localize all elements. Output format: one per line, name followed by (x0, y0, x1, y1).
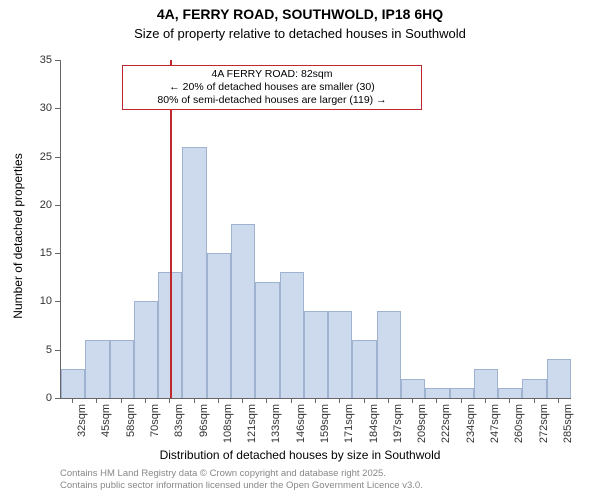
ytick-label: 20 (0, 199, 52, 211)
xtick-label: 96sqm (198, 404, 210, 437)
xtick-mark (194, 398, 195, 403)
bar (522, 379, 546, 398)
bar (425, 388, 449, 398)
bar (304, 311, 328, 398)
ytick-label: 30 (0, 102, 52, 114)
ytick-mark (55, 157, 60, 158)
xtick-mark (509, 398, 510, 403)
bar (474, 369, 498, 398)
xtick-mark (72, 398, 73, 403)
xtick-mark (485, 398, 486, 403)
xtick-label: 146sqm (295, 404, 307, 443)
xtick-mark (558, 398, 559, 403)
title-line2: Size of property relative to detached ho… (0, 26, 600, 41)
xtick-label: 32sqm (76, 404, 88, 437)
x-axis-label: Distribution of detached houses by size … (0, 448, 600, 462)
xtick-label: 83sqm (173, 404, 185, 437)
xtick-label: 45sqm (100, 404, 112, 437)
xtick-label: 108sqm (222, 404, 234, 443)
xtick-mark (315, 398, 316, 403)
xtick-mark (291, 398, 292, 403)
ytick-mark (55, 350, 60, 351)
xtick-mark (242, 398, 243, 403)
bar (352, 340, 376, 398)
xtick-label: 159sqm (319, 404, 331, 443)
xtick-mark (388, 398, 389, 403)
ytick-label: 25 (0, 151, 52, 163)
bar (280, 272, 304, 398)
xtick-label: 121sqm (246, 404, 258, 443)
xtick-label: 222sqm (440, 404, 452, 443)
ytick-mark (55, 60, 60, 61)
xtick-label: 197sqm (392, 404, 404, 443)
annotation-line: 80% of semi-detached houses are larger (… (127, 94, 417, 107)
xtick-mark (145, 398, 146, 403)
xtick-mark (96, 398, 97, 403)
annotation-line: 4A FERRY ROAD: 82sqm (127, 68, 417, 81)
xtick-label: 133sqm (270, 404, 282, 443)
ytick-mark (55, 301, 60, 302)
bar (547, 359, 571, 398)
ytick-mark (55, 205, 60, 206)
xtick-mark (436, 398, 437, 403)
bar (85, 340, 109, 398)
xtick-mark (218, 398, 219, 403)
bar (134, 301, 158, 398)
title-line1: 4A, FERRY ROAD, SOUTHWOLD, IP18 6HQ (0, 6, 600, 22)
bar (182, 147, 206, 398)
xtick-label: 171sqm (343, 404, 355, 443)
bar (255, 282, 279, 398)
bar (231, 224, 255, 398)
bar (498, 388, 522, 398)
y-axis-label: Number of detached properties (11, 126, 25, 346)
attribution: Contains HM Land Registry data © Crown c… (60, 468, 423, 492)
bar (328, 311, 352, 398)
xtick-label: 70sqm (149, 404, 161, 437)
xtick-label: 58sqm (125, 404, 137, 437)
annotation-box: 4A FERRY ROAD: 82sqm← 20% of detached ho… (122, 65, 422, 110)
xtick-mark (169, 398, 170, 403)
ytick-mark (55, 398, 60, 399)
bar (450, 388, 474, 398)
attribution-line: Contains public sector information licen… (60, 480, 423, 492)
bar (61, 369, 85, 398)
bar (377, 311, 401, 398)
plot-area (60, 60, 571, 399)
bar (207, 253, 231, 398)
xtick-mark (461, 398, 462, 403)
xtick-mark (364, 398, 365, 403)
xtick-mark (339, 398, 340, 403)
ytick-label: 35 (0, 54, 52, 66)
xtick-mark (121, 398, 122, 403)
reference-line (170, 60, 172, 398)
xtick-label: 272sqm (538, 404, 550, 443)
xtick-label: 209sqm (416, 404, 428, 443)
xtick-label: 184sqm (368, 404, 380, 443)
xtick-label: 260sqm (513, 404, 525, 443)
ytick-label: 0 (0, 392, 52, 404)
annotation-line: ← 20% of detached houses are smaller (30… (127, 81, 417, 94)
bar (401, 379, 425, 398)
ytick-label: 15 (0, 247, 52, 259)
xtick-mark (266, 398, 267, 403)
xtick-label: 234sqm (465, 404, 477, 443)
attribution-line: Contains HM Land Registry data © Crown c… (60, 468, 423, 480)
ytick-mark (55, 253, 60, 254)
xtick-label: 247sqm (489, 404, 501, 443)
xtick-mark (534, 398, 535, 403)
xtick-mark (412, 398, 413, 403)
xtick-label: 285sqm (562, 404, 574, 443)
bar (110, 340, 134, 398)
ytick-mark (55, 108, 60, 109)
ytick-label: 10 (0, 295, 52, 307)
ytick-label: 5 (0, 344, 52, 356)
